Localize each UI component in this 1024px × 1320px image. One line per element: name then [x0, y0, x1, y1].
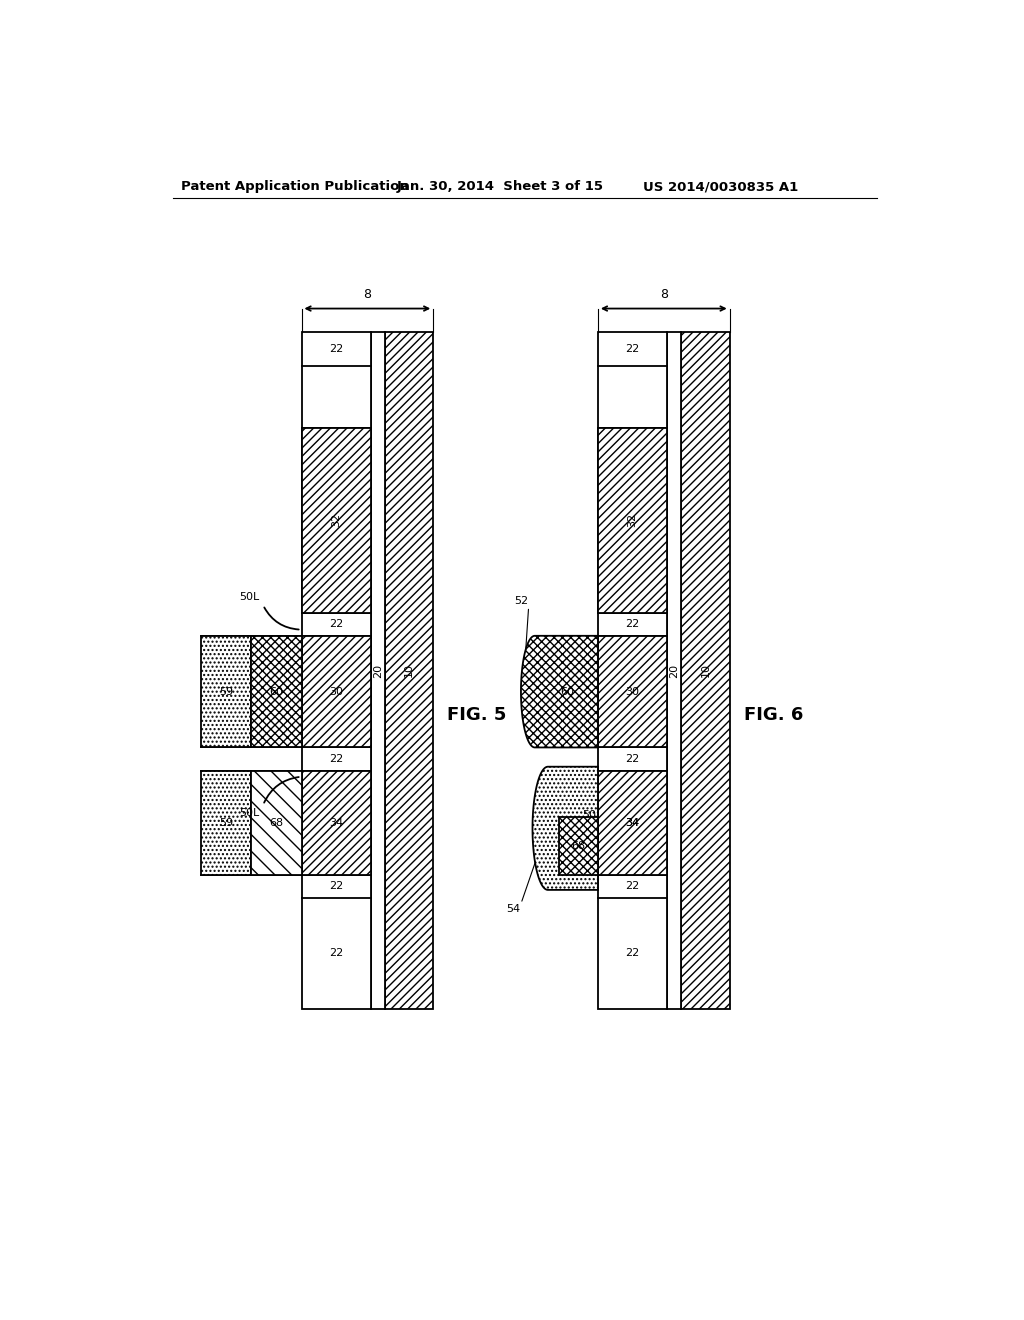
Bar — [252, 636, 301, 747]
Polygon shape — [521, 636, 598, 747]
Text: 22: 22 — [626, 754, 640, 764]
Text: 59: 59 — [219, 817, 233, 828]
Text: 8: 8 — [364, 288, 372, 301]
Bar — [598, 636, 668, 747]
Bar — [598, 771, 668, 875]
Text: 50: 50 — [582, 810, 596, 820]
Bar — [301, 428, 371, 612]
Text: 22: 22 — [626, 619, 640, 630]
Bar — [668, 331, 681, 1010]
Text: US 2014/0030835 A1: US 2014/0030835 A1 — [643, 181, 798, 194]
Bar — [385, 331, 433, 1010]
Text: 10: 10 — [403, 664, 414, 677]
Text: FIG. 6: FIG. 6 — [743, 706, 803, 723]
Text: 22: 22 — [626, 880, 640, 891]
Text: 22: 22 — [329, 754, 343, 764]
Text: 8: 8 — [659, 288, 668, 301]
Text: 52: 52 — [514, 597, 528, 606]
Text: 30: 30 — [329, 686, 343, 697]
Text: 54: 54 — [506, 904, 520, 915]
Text: 22: 22 — [626, 345, 640, 354]
Text: 68: 68 — [571, 841, 586, 851]
Bar — [202, 636, 252, 747]
Text: 22: 22 — [626, 949, 640, 958]
Text: Jan. 30, 2014  Sheet 3 of 15: Jan. 30, 2014 Sheet 3 of 15 — [396, 181, 603, 194]
Text: 22: 22 — [329, 345, 343, 354]
Polygon shape — [532, 767, 598, 890]
Text: 32: 32 — [331, 513, 341, 528]
Text: Patent Application Publication: Patent Application Publication — [180, 181, 409, 194]
Bar — [598, 331, 668, 1010]
Text: 34: 34 — [329, 817, 343, 828]
Text: 10: 10 — [700, 664, 711, 677]
Text: 32: 32 — [628, 513, 638, 528]
Text: 30: 30 — [626, 686, 640, 697]
Text: FIG. 5: FIG. 5 — [447, 706, 507, 723]
Bar — [371, 331, 385, 1010]
Text: 20: 20 — [373, 664, 383, 677]
Text: 68: 68 — [269, 817, 284, 828]
Text: 20: 20 — [669, 664, 679, 677]
Text: 22: 22 — [329, 949, 343, 958]
Bar — [681, 331, 730, 1010]
Text: 34: 34 — [626, 817, 640, 828]
Bar — [598, 428, 668, 612]
Bar — [301, 331, 371, 1010]
Text: 60: 60 — [560, 686, 574, 697]
Text: 50L: 50L — [239, 593, 259, 602]
Text: 34: 34 — [626, 817, 640, 828]
Bar — [202, 771, 252, 875]
Text: 50L: 50L — [239, 808, 259, 818]
Text: 59: 59 — [219, 686, 233, 697]
Bar — [301, 636, 371, 747]
Bar — [301, 771, 371, 875]
Text: 22: 22 — [329, 619, 343, 630]
Bar — [559, 817, 598, 875]
Bar — [252, 771, 301, 875]
Text: 60: 60 — [269, 686, 284, 697]
Text: 22: 22 — [329, 880, 343, 891]
